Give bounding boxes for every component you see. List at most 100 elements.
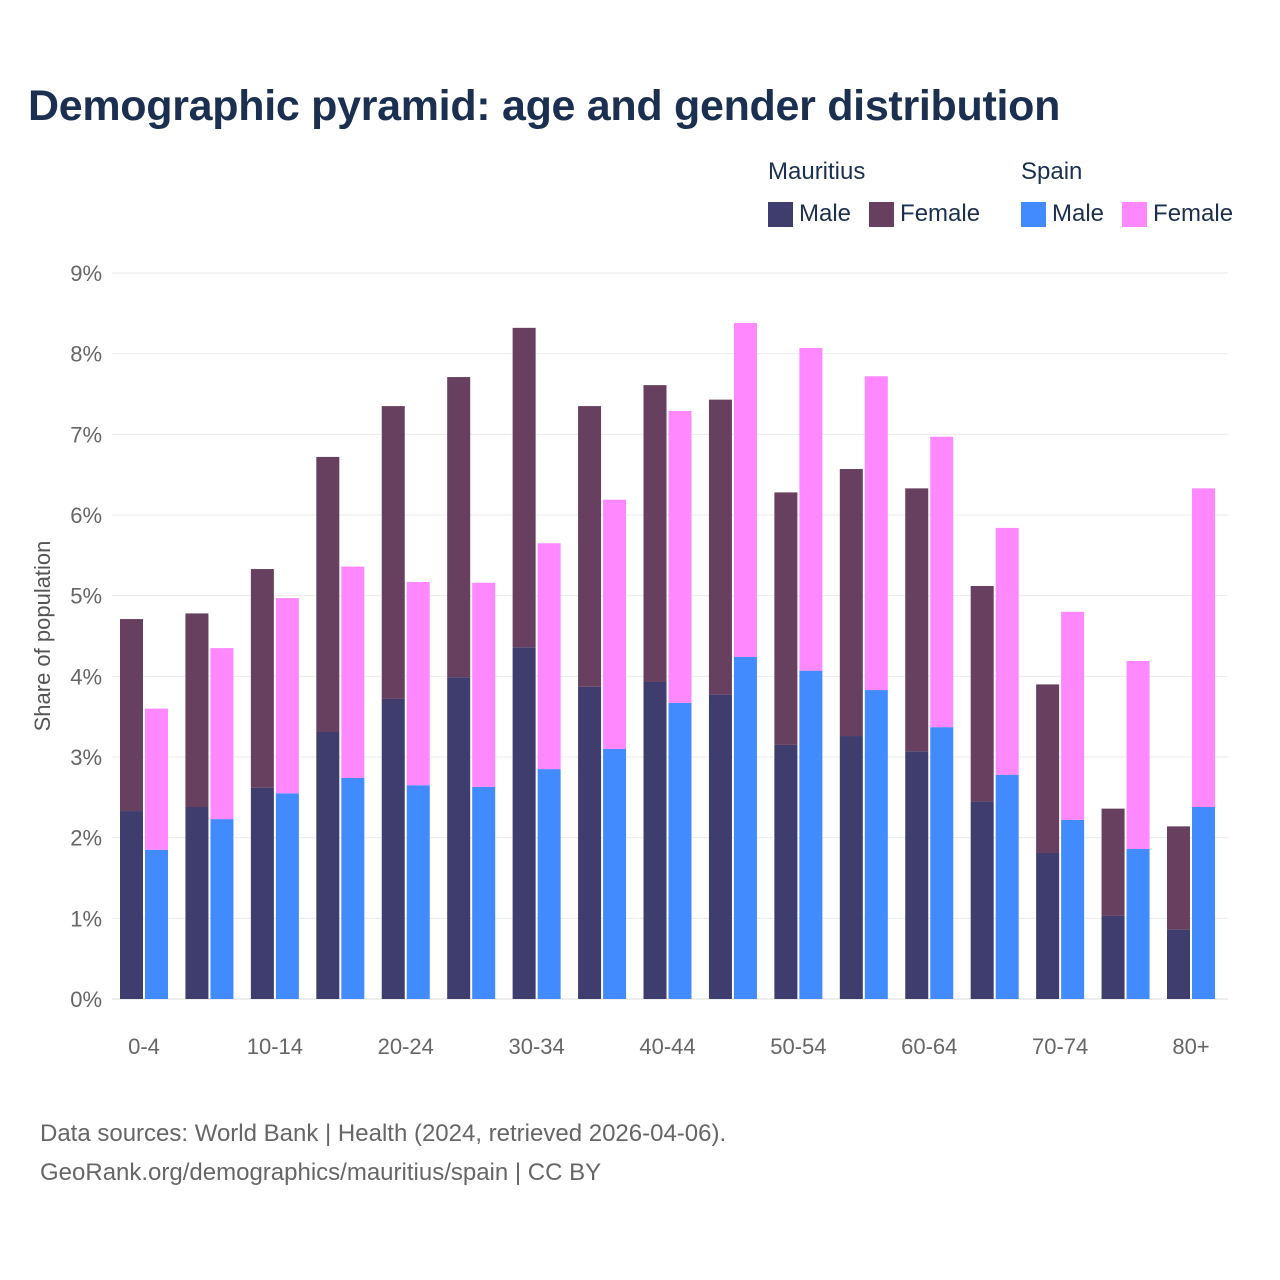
bar-group-40-44: [643, 385, 692, 999]
bar-mauritius-male[interactable]: [643, 681, 667, 999]
bar-group-5-9: [185, 613, 234, 999]
chart-title: Demographic pyramid: age and gender dist…: [28, 82, 1061, 130]
x-tick-label: 0-4: [128, 1034, 160, 1059]
bar-spain-female[interactable]: [668, 410, 692, 703]
bar-spain-male[interactable]: [668, 702, 692, 999]
x-tick-label: 60-64: [901, 1034, 957, 1059]
bar-spain-male[interactable]: [406, 785, 430, 999]
bar-mauritius-male[interactable]: [1101, 915, 1125, 999]
bar-spain-male[interactable]: [799, 670, 823, 999]
bar-mauritius-female[interactable]: [905, 488, 929, 752]
x-tick-label: 10-14: [247, 1034, 303, 1059]
bar-mauritius-female[interactable]: [512, 327, 536, 648]
bar-mauritius-female[interactable]: [1101, 808, 1125, 916]
legend-item-mauritius-female[interactable]: Female: [869, 200, 980, 228]
y-tick-label: 7%: [70, 422, 102, 447]
bar-spain-female[interactable]: [145, 708, 168, 850]
x-tick-label: 40-44: [639, 1034, 695, 1059]
bar-mauritius-male[interactable]: [447, 677, 471, 999]
bar-spain-male[interactable]: [210, 819, 234, 999]
bar-mauritius-female[interactable]: [578, 406, 602, 687]
y-tick-label: 5%: [70, 584, 102, 609]
bar-group-20-24: [381, 406, 430, 999]
bar-spain-male[interactable]: [275, 793, 299, 999]
bar-spain-male[interactable]: [864, 690, 888, 999]
legend-label: Male: [1052, 200, 1105, 227]
bar-mauritius-male[interactable]: [905, 751, 929, 999]
bar-mauritius-male[interactable]: [316, 731, 340, 999]
bar-spain-male[interactable]: [145, 849, 168, 999]
bar-mauritius-male[interactable]: [774, 744, 798, 999]
bar-spain-female[interactable]: [537, 543, 561, 770]
y-tick-label: 2%: [70, 826, 102, 851]
bar-spain-female[interactable]: [1061, 611, 1085, 820]
bar-mauritius-male[interactable]: [970, 801, 994, 999]
bar-spain-male[interactable]: [603, 748, 627, 999]
bar-spain-female[interactable]: [864, 376, 888, 691]
bar-spain-male[interactable]: [930, 727, 954, 999]
bar-mauritius-female[interactable]: [839, 469, 863, 737]
bar-mauritius-male[interactable]: [512, 647, 536, 999]
bar-mauritius-female[interactable]: [381, 406, 405, 699]
bar-spain-male[interactable]: [733, 656, 757, 999]
bar-mauritius-male[interactable]: [185, 807, 209, 999]
bar-group-45-49: [708, 323, 757, 999]
bar-spain-female[interactable]: [1126, 661, 1150, 849]
bar-mauritius-female[interactable]: [643, 385, 667, 682]
x-tick-label: 80+: [1172, 1034, 1209, 1059]
legend-label: Female: [900, 200, 981, 227]
bar-spain-female[interactable]: [472, 582, 496, 787]
y-tick-label: 1%: [70, 906, 102, 931]
bar-spain-male[interactable]: [995, 774, 1019, 999]
bar-spain-female[interactable]: [406, 581, 430, 786]
bar-mauritius-female[interactable]: [1036, 684, 1060, 853]
bar-spain-female[interactable]: [603, 499, 627, 749]
bar-spain-female[interactable]: [733, 323, 757, 657]
legend-item-spain-female[interactable]: Female: [1122, 200, 1233, 228]
bar-spain-female[interactable]: [995, 527, 1019, 775]
bar-mauritius-female[interactable]: [970, 585, 994, 802]
legend-item-spain-male[interactable]: Male: [1021, 200, 1104, 228]
y-axis-label: Share of population: [30, 541, 55, 732]
bar-spain-female[interactable]: [210, 648, 234, 820]
legend-mauritius: Mauritius Male Female: [768, 158, 980, 228]
bar-mauritius-female[interactable]: [774, 492, 798, 745]
bar-group-50-54: [774, 348, 823, 999]
bar-mauritius-male[interactable]: [1167, 929, 1190, 999]
bar-spain-female[interactable]: [275, 598, 299, 794]
bar-spain-male[interactable]: [537, 769, 561, 999]
bar-mauritius-male[interactable]: [381, 698, 405, 999]
source-note: Data sources: World Bank | Health (2024,…: [40, 1114, 726, 1192]
bar-spain-female[interactable]: [799, 348, 823, 671]
source-line-1: Data sources: World Bank | Health (2024,…: [40, 1120, 727, 1147]
bar-spain-female[interactable]: [341, 566, 365, 778]
legend-swatch: [768, 201, 793, 227]
bar-mauritius-female[interactable]: [185, 613, 209, 808]
bar-spain-male[interactable]: [341, 777, 365, 999]
bar-mauritius-male[interactable]: [578, 686, 602, 999]
source-line-2[interactable]: GeoRank.org/demographics/mauritius/spain…: [40, 1159, 602, 1186]
bar-spain-female[interactable]: [930, 436, 954, 728]
bar-mauritius-female[interactable]: [708, 399, 732, 695]
legend-spain: Spain Male Female: [1021, 158, 1233, 228]
bar-mauritius-male[interactable]: [839, 736, 863, 999]
legend-item-mauritius-male[interactable]: Male: [768, 200, 851, 228]
bar-mauritius-male[interactable]: [708, 694, 732, 999]
bar-mauritius-female[interactable]: [316, 456, 340, 732]
y-tick-label: 3%: [70, 745, 102, 770]
bar-mauritius-female[interactable]: [120, 619, 143, 812]
bar-mauritius-female[interactable]: [250, 569, 274, 788]
bar-mauritius-female[interactable]: [447, 377, 471, 678]
bar-group-30-34: [512, 327, 561, 999]
bar-spain-male[interactable]: [472, 786, 496, 999]
x-tick-label: 30-34: [508, 1034, 564, 1059]
bar-spain-female[interactable]: [1192, 488, 1215, 808]
bar-spain-male[interactable]: [1061, 819, 1085, 999]
bar-mauritius-male[interactable]: [120, 811, 143, 999]
bar-mauritius-male[interactable]: [1036, 852, 1060, 999]
y-tick-label: 8%: [70, 342, 102, 367]
bar-spain-male[interactable]: [1126, 848, 1150, 999]
bar-mauritius-male[interactable]: [250, 787, 274, 999]
bar-spain-male[interactable]: [1192, 807, 1215, 999]
bar-mauritius-female[interactable]: [1167, 826, 1190, 930]
